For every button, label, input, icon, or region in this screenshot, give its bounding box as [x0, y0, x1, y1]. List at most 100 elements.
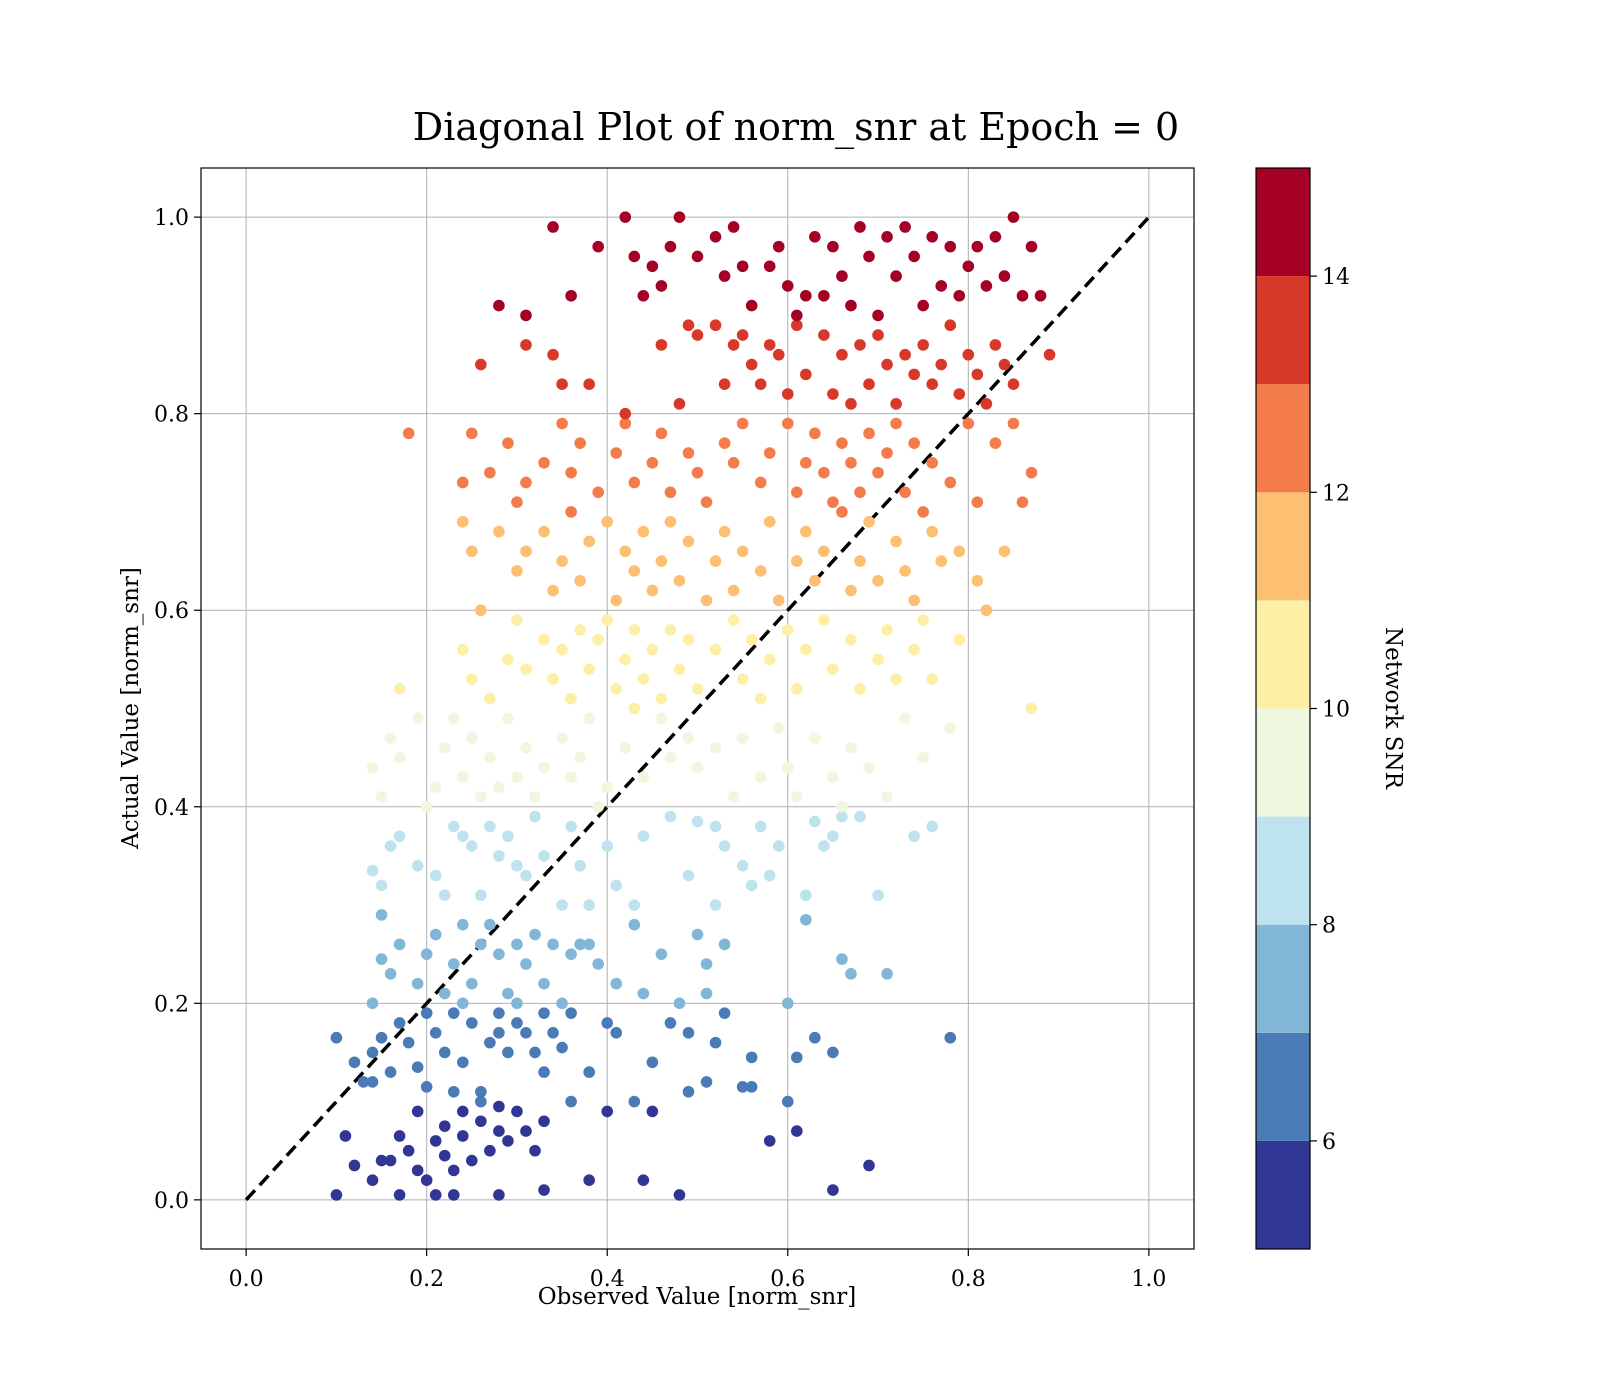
scatter-point — [411, 1061, 424, 1073]
scatter-point — [682, 1085, 695, 1098]
scatter-point — [971, 240, 984, 253]
scatter-point — [556, 417, 568, 430]
scatter-point — [574, 938, 586, 951]
scatter-point — [709, 230, 722, 243]
scatter-point — [944, 1031, 957, 1044]
scatter-point — [375, 1031, 388, 1044]
scatter-point — [953, 289, 966, 302]
scatter-point — [366, 864, 379, 877]
scatter-point — [1016, 289, 1029, 302]
scatter-point — [682, 447, 695, 459]
scatter-point — [393, 751, 406, 764]
scatter-point — [863, 761, 875, 774]
scatter-point — [619, 545, 632, 558]
scatter-point — [420, 800, 433, 813]
scatter-point — [998, 270, 1011, 282]
scatter-point — [538, 1184, 550, 1196]
scatter-point — [809, 1031, 821, 1044]
scatter-point — [881, 968, 893, 980]
scatter-point — [709, 319, 722, 332]
scatter-point — [881, 791, 893, 803]
scatter-point — [529, 928, 541, 941]
scatter-point — [781, 1095, 794, 1108]
scatter-point — [592, 633, 604, 646]
scatter-point — [628, 476, 641, 489]
scatter-point — [565, 1007, 577, 1019]
scatter-point — [375, 909, 388, 921]
scatter-point — [881, 447, 893, 459]
scatter-point — [953, 545, 966, 558]
scatter-point — [610, 977, 623, 990]
scatter-point — [727, 339, 740, 351]
y-axis-ticks: 0.0 0.2 0.4 0.6 0.8 1.0 — [154, 206, 201, 1214]
scatter-point — [475, 1115, 487, 1128]
scatter-point — [619, 653, 632, 666]
scatter-point — [493, 299, 505, 312]
scatter-point — [754, 565, 767, 577]
scatter-point — [655, 555, 668, 567]
scatter-point — [926, 673, 939, 685]
scatter-point — [375, 791, 388, 803]
scatter-point — [781, 624, 794, 636]
scatter-point — [854, 683, 866, 695]
scatter-point — [456, 476, 469, 489]
scatter-point — [447, 958, 460, 970]
scatter-point — [429, 1027, 442, 1039]
scatter-point — [429, 1189, 442, 1201]
scatter-point — [411, 1105, 424, 1118]
scatter-point — [944, 319, 957, 332]
scatter-point — [475, 938, 487, 951]
scatter-point — [736, 673, 749, 685]
scatter-point — [890, 398, 902, 410]
scatter-point — [637, 289, 650, 302]
scatter-point — [754, 692, 767, 705]
scatter-point — [493, 1100, 505, 1113]
scatter-point — [601, 515, 614, 528]
scatter-point — [538, 633, 550, 646]
scatter-point — [809, 230, 821, 243]
scatter-point — [836, 506, 848, 518]
scatter-point — [484, 1036, 496, 1049]
scatter-point — [610, 447, 623, 459]
scatter-point — [971, 496, 984, 508]
scatter-point — [980, 398, 993, 410]
scatter-point — [565, 948, 577, 960]
scatter-point — [556, 555, 568, 567]
scatter-point — [466, 732, 478, 744]
scatter-point — [547, 348, 559, 361]
scatter-point — [682, 319, 695, 332]
scatter-point — [962, 417, 975, 430]
scatter-point — [863, 427, 875, 440]
scatter-point — [628, 565, 641, 577]
scatter-point — [637, 830, 650, 843]
scatter-point — [520, 958, 532, 970]
colorbar-tick-label: 12 — [1322, 481, 1350, 506]
colorbar-segment — [1256, 492, 1310, 601]
scatter-point — [718, 270, 731, 282]
scatter-point — [456, 1105, 469, 1118]
scatter-point — [818, 545, 830, 558]
scatter-point — [1016, 496, 1029, 508]
scatter-point — [736, 732, 749, 744]
scatter-point — [709, 643, 722, 656]
scatter-point — [447, 712, 460, 725]
scatter-point — [520, 545, 532, 558]
scatter-point — [438, 1046, 451, 1059]
scatter-point — [565, 506, 577, 518]
scatter-point — [619, 417, 632, 430]
chart-title: Diagonal Plot of norm_snr at Epoch = 0 — [413, 105, 1179, 150]
scatter-point — [456, 771, 469, 784]
scatter-point — [836, 348, 848, 361]
scatter-points — [330, 211, 1056, 1201]
scatter-point — [872, 466, 884, 479]
grid — [201, 168, 1194, 1249]
scatter-point — [899, 221, 911, 233]
scatter-point — [763, 653, 776, 666]
scatter-point — [330, 1189, 343, 1201]
scatter-point — [466, 427, 478, 440]
scatter-point — [529, 1046, 541, 1059]
scatter-point — [484, 1144, 496, 1157]
scatter-point — [836, 800, 848, 813]
scatter-point — [574, 437, 586, 449]
scatter-point — [529, 791, 541, 803]
